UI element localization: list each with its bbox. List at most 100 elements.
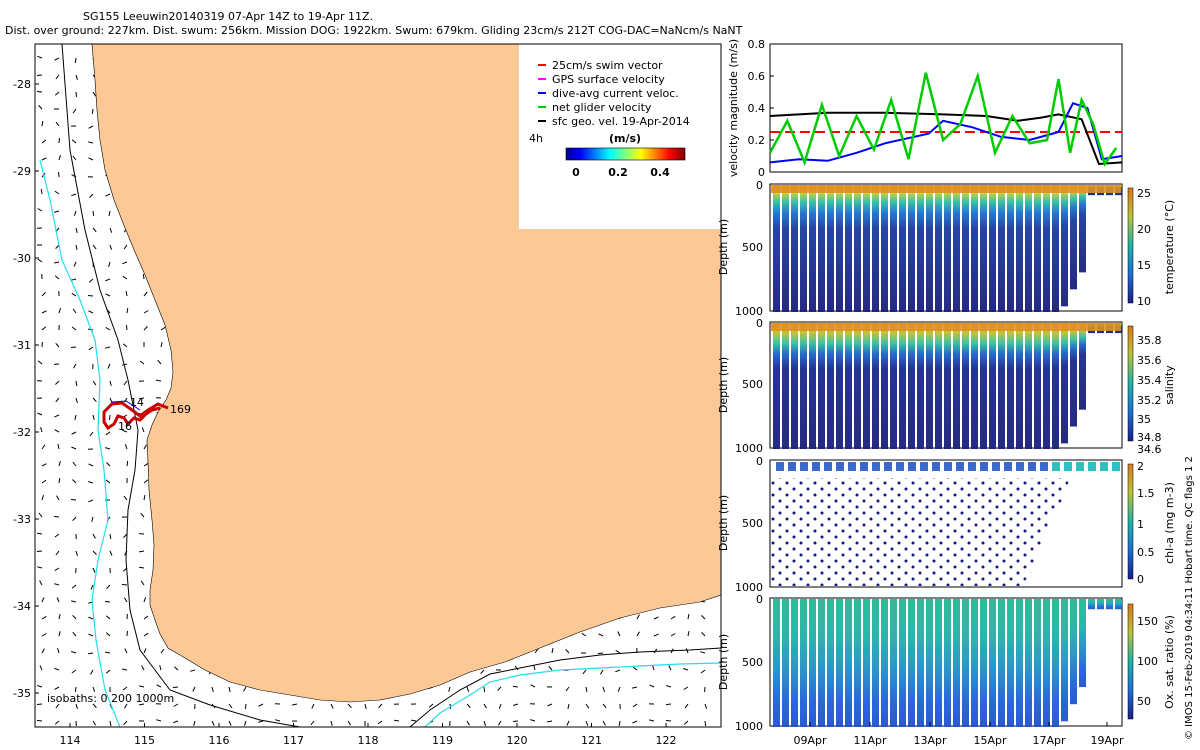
lon-tick-label: 121 — [581, 734, 602, 747]
profile-column — [863, 599, 870, 727]
flow-arrow — [58, 171, 60, 178]
flow-arrow — [687, 614, 690, 620]
flow-arrow — [71, 651, 77, 654]
svg-text:net glider velocity: net glider velocity — [552, 101, 652, 114]
profile-column — [1007, 599, 1014, 727]
flow-arrow — [513, 703, 519, 706]
profile-column — [935, 185, 942, 312]
lat-tick-label: -35 — [13, 687, 31, 700]
chla-surface-point — [776, 462, 784, 471]
flow-arrow — [156, 719, 162, 722]
flow-arrow — [88, 652, 94, 655]
oxygen-cbar-label: Ox. sat. ratio (%) — [1163, 615, 1176, 709]
flow-arrow — [122, 668, 128, 671]
flow-arrow — [72, 614, 77, 620]
oxygen-depth-label: Depth (m) — [717, 634, 730, 690]
flow-arrow — [106, 584, 111, 589]
chla-surface-point — [968, 462, 976, 471]
profile-column — [899, 185, 906, 312]
flow-arrow — [54, 583, 60, 586]
flow-arrow — [666, 685, 672, 688]
flow-arrow — [92, 227, 97, 233]
flow-arrow — [585, 703, 590, 709]
oxygen-cbar-tick: 100 — [1137, 655, 1158, 668]
flow-arrow — [665, 703, 672, 706]
profile-column — [971, 185, 978, 312]
flow-arrow — [211, 720, 215, 726]
time-axis-ticks: 09Apr 11Apr 13Apr 15Apr 17Apr 19Apr — [793, 722, 1124, 747]
salinity-colorbar — [1127, 325, 1134, 442]
flow-arrow — [54, 275, 60, 280]
track-label: 16 — [118, 420, 132, 433]
oxygen-ytick: 500 — [742, 656, 763, 669]
profile-column — [1016, 323, 1023, 449]
flow-arrow — [37, 685, 43, 688]
lon-tick-label: 114 — [60, 734, 81, 747]
lon-tick-label: 119 — [432, 734, 453, 747]
map-frame — [34, 43, 722, 728]
profile-column — [1052, 323, 1059, 449]
flow-arrow — [330, 720, 333, 726]
profile-column — [782, 599, 789, 727]
flow-arrow — [480, 669, 485, 675]
flow-arrow — [55, 380, 60, 385]
profile-column — [773, 185, 780, 312]
profile-column — [791, 599, 798, 727]
flow-arrow — [41, 326, 47, 331]
lat-tick-label: -33 — [13, 513, 31, 526]
profile-column — [800, 185, 807, 312]
flow-arrow — [173, 703, 179, 707]
chla-surface-point — [1100, 462, 1108, 471]
flow-arrow — [37, 258, 43, 263]
profile-column — [980, 599, 987, 727]
surface-layer — [771, 185, 1121, 193]
velocity-ytick-label: 0.2 — [748, 134, 766, 147]
flow-arrow — [109, 533, 112, 539]
flow-arrow — [123, 720, 128, 726]
flow-arrow — [599, 669, 604, 675]
chla-surface-point — [932, 462, 940, 471]
flow-arrow — [39, 580, 43, 586]
flow-arrow — [70, 499, 77, 501]
profile-column — [872, 185, 879, 312]
profile-column — [1007, 185, 1014, 312]
flow-arrow — [428, 703, 434, 708]
flow-arrow — [124, 703, 128, 709]
flow-arrow — [687, 630, 690, 637]
flow-arrow — [581, 632, 587, 637]
chla-surface-point — [1088, 462, 1096, 471]
flow-arrow — [55, 397, 60, 403]
flow-arrow — [411, 719, 417, 722]
flow-arrow — [92, 210, 95, 216]
flow-arrow — [92, 397, 97, 403]
isobath-200m — [61, 44, 721, 727]
plot-title-line1: SG155 Leeuwin20140319 07-Apr 14Z to 19-A… — [83, 10, 374, 23]
flow-arrow — [41, 479, 47, 484]
profile-column — [872, 323, 879, 449]
flow-arrow — [582, 669, 587, 675]
flow-arrow — [57, 444, 60, 450]
flow-arrow — [636, 614, 640, 620]
flow-arrow — [122, 429, 128, 433]
profile-column — [1025, 323, 1032, 449]
flow-arrow — [88, 499, 94, 503]
flow-arrow — [71, 139, 77, 144]
speed-colorbar-tick: 0.2 — [608, 166, 628, 179]
flow-arrow — [124, 648, 128, 654]
flow-arrow — [665, 720, 672, 722]
salinity-ytick: 1000 — [735, 442, 763, 455]
svg-text:25cm/s swim vector: 25cm/s swim vector — [552, 59, 663, 72]
profile-column — [845, 323, 852, 449]
flow-arrow — [74, 414, 77, 421]
legend-item-net-glider-velocity: net glider velocity — [538, 101, 652, 114]
flow-arrow — [704, 703, 708, 709]
flow-arrow — [40, 189, 43, 195]
map-panel: 25cm/s swim vector GPS surface velocity … — [13, 43, 722, 747]
flow-arrow — [141, 427, 145, 433]
chla-cbar-tick: 1.5 — [1137, 487, 1155, 500]
profile-column — [917, 323, 924, 449]
flow-arrow — [156, 379, 162, 382]
flow-arrow — [54, 533, 60, 538]
flow-arrow — [347, 703, 352, 708]
flow-arrow — [92, 91, 97, 97]
